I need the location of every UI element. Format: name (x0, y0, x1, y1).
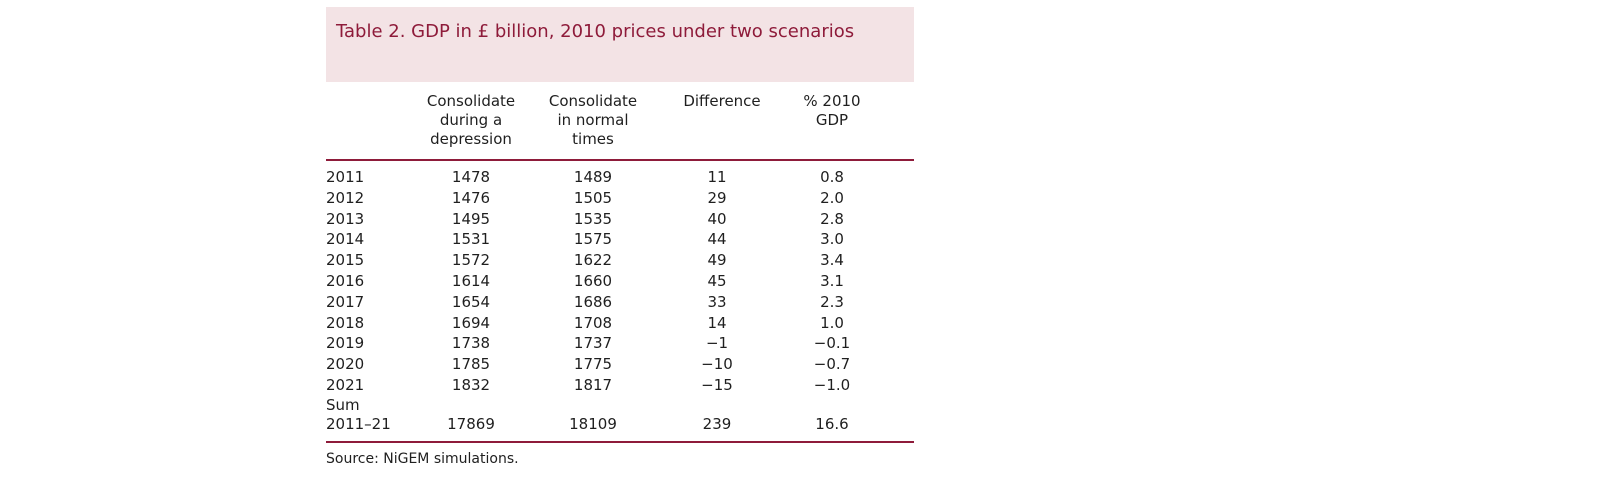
table-row: 2012 1476 1505 29 2.0 (326, 188, 914, 209)
gdp-table: Table 2. GDP in £ billion, 2010 prices u… (326, 7, 914, 467)
sum-row: 2011–21 17869 18109 239 16.6 (326, 414, 914, 435)
year-cell: 2019 (326, 334, 365, 353)
percent-gdp-cell: 1.0 (820, 313, 844, 332)
normal-times-cell: 1686 (573, 292, 613, 311)
normal-times-cell: 1575 (573, 230, 613, 249)
sum-normal-times-cell: 18109 (569, 414, 617, 433)
difference-cell: 45 (707, 271, 727, 290)
depression-cell: 1654 (451, 292, 491, 311)
difference-cell: 14 (707, 313, 727, 332)
sum-depression-cell: 17869 (447, 414, 495, 433)
year-cell: 2018 (326, 313, 365, 332)
table-row: 2017 1654 1686 33 2.3 (326, 292, 914, 313)
year-cell: 2016 (326, 271, 365, 290)
difference-cell: 11 (707, 168, 727, 186)
table-row: 2021 1832 1817 −15 −1.0 (326, 375, 914, 396)
depression-cell: 1531 (451, 230, 491, 249)
year-cell: 2013 (326, 209, 365, 228)
sum-period-cell: 2011–21 (326, 414, 391, 433)
difference-cell: −15 (701, 375, 733, 394)
percent-gdp-cell: 2.3 (820, 292, 844, 311)
normal-times-cell: 1817 (573, 375, 613, 394)
column-header-percent-gdp: % 2010 GDP (803, 92, 861, 129)
difference-cell: 33 (707, 292, 727, 311)
percent-gdp-cell: 3.4 (820, 251, 844, 270)
year-cell: 2011 (326, 168, 365, 186)
percent-gdp-cell: 0.8 (820, 168, 844, 186)
table-row: 2020 1785 1775 −10 −0.7 (326, 354, 914, 375)
column-header-depression: Consolidate during a depression (426, 92, 516, 148)
table-row: 2016 1614 1660 45 3.1 (326, 271, 914, 292)
table-title-box: Table 2. GDP in £ billion, 2010 prices u… (326, 7, 914, 82)
table-title: Table 2. GDP in £ billion, 2010 prices u… (336, 21, 855, 42)
normal-times-cell: 1535 (573, 209, 613, 228)
year-cell: 2015 (326, 251, 365, 270)
depression-cell: 1572 (451, 251, 491, 270)
percent-gdp-cell: 3.0 (820, 230, 844, 249)
sum-percent-gdp-cell: 16.6 (815, 414, 849, 433)
percent-gdp-cell: 2.8 (820, 209, 844, 228)
bottom-rule (326, 440, 914, 443)
table-header: Consolidate during a depression Consolid… (326, 82, 914, 161)
normal-times-cell: 1775 (573, 355, 613, 374)
table-row: 2015 1572 1622 49 3.4 (326, 250, 914, 271)
normal-times-cell: 1489 (573, 168, 613, 186)
table-row: 2019 1738 1737 −1 −0.1 (326, 333, 914, 354)
table-row: 2014 1531 1575 44 3.0 (326, 229, 914, 250)
year-cell: 2021 (326, 375, 365, 394)
sum-difference-cell: 239 (702, 414, 732, 433)
depression-cell: 1832 (451, 375, 491, 394)
percent-gdp-cell: −0.7 (813, 355, 851, 374)
depression-cell: 1478 (451, 168, 491, 186)
normal-times-cell: 1660 (573, 271, 613, 290)
depression-cell: 1476 (451, 188, 491, 207)
year-cell: 2012 (326, 188, 365, 207)
sum-label: Sum (326, 395, 360, 414)
year-cell: 2020 (326, 355, 365, 374)
depression-cell: 1738 (451, 334, 491, 353)
percent-gdp-cell: −1.0 (813, 375, 851, 394)
sum-label-row: Sum (326, 396, 914, 414)
normal-times-cell: 1737 (573, 334, 613, 353)
difference-cell: 29 (707, 188, 727, 207)
table-row: 2011 1478 1489 11 0.8 (326, 167, 914, 188)
source-note: Source: NiGEM simulations. (326, 450, 519, 467)
difference-cell: −1 (705, 334, 729, 353)
percent-gdp-cell: 3.1 (820, 271, 844, 290)
percent-gdp-cell: 2.0 (820, 188, 844, 207)
table-row: 2018 1694 1708 14 1.0 (326, 313, 914, 334)
column-header-normal-times: Consolidate in normal times (548, 92, 638, 148)
table-row: 2013 1495 1535 40 2.8 (326, 209, 914, 230)
difference-cell: 40 (707, 209, 727, 228)
column-header-difference: Difference (683, 92, 761, 110)
normal-times-cell: 1622 (573, 251, 613, 270)
year-cell: 2014 (326, 230, 365, 249)
year-cell: 2017 (326, 292, 365, 311)
depression-cell: 1495 (451, 209, 491, 228)
normal-times-cell: 1505 (573, 188, 613, 207)
difference-cell: −10 (701, 355, 733, 374)
difference-cell: 44 (707, 230, 727, 249)
depression-cell: 1614 (451, 271, 491, 290)
difference-cell: 49 (707, 251, 727, 270)
percent-gdp-cell: −0.1 (813, 334, 851, 353)
normal-times-cell: 1708 (573, 313, 613, 332)
table-body: 2011 1478 1489 11 0.8 2012 1476 1505 29 … (326, 161, 914, 435)
depression-cell: 1694 (451, 313, 491, 332)
depression-cell: 1785 (451, 355, 491, 374)
